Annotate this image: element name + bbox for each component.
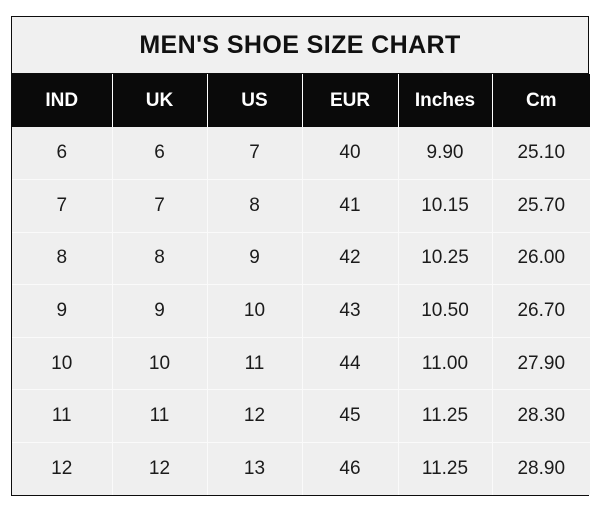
cell-ind: 8 [12,232,113,286]
cell-uk: 12 [112,442,208,495]
page-title: MEN'S SHOE SIZE CHART [12,17,588,74]
cell-uk: 8 [112,232,208,286]
cell-eur: 44 [302,337,399,391]
column-header-uk: UK [112,74,208,127]
table-row: 6 6 7 40 9.90 25.10 [12,127,590,181]
cell-cm: 25.10 [492,127,590,181]
cell-cm: 28.30 [492,389,590,443]
cell-ind: 10 [12,337,113,391]
cell-inches: 10.15 [398,179,493,233]
table-row: 12 12 13 46 11.25 28.90 [12,442,590,495]
cell-eur: 43 [302,284,399,338]
cell-us: 8 [207,179,303,233]
size-chart-container: MEN'S SHOE SIZE CHART IND UK US EUR Inch… [11,16,590,496]
cell-uk: 10 [112,337,208,391]
cell-eur: 46 [302,442,399,495]
cell-ind: 11 [12,389,113,443]
cell-uk: 9 [112,284,208,338]
cell-cm: 27.90 [492,337,590,391]
cell-inches: 11.25 [398,442,493,495]
cell-uk: 7 [112,179,208,233]
cell-inches: 10.25 [398,232,493,286]
table-header: IND UK US EUR Inches Cm [12,74,590,127]
column-header-inches: Inches [398,74,493,127]
cell-ind: 6 [12,127,113,181]
cell-us: 13 [207,442,303,495]
column-header-ind: IND [12,74,113,127]
cell-uk: 6 [112,127,208,181]
cell-ind: 9 [12,284,113,338]
cell-us: 10 [207,284,303,338]
table-row: 11 11 12 45 11.25 28.30 [12,389,590,443]
column-header-cm: Cm [492,74,590,127]
cell-cm: 26.70 [492,284,590,338]
cell-us: 11 [207,337,303,391]
cell-eur: 40 [302,127,399,181]
cell-eur: 45 [302,389,399,443]
table-row: 8 8 9 42 10.25 26.00 [12,232,590,286]
cell-us: 7 [207,127,303,181]
column-header-eur: EUR [302,74,399,127]
cell-inches: 11.00 [398,337,493,391]
shoe-size-table: IND UK US EUR Inches Cm 6 6 7 40 9.90 25… [12,74,590,495]
cell-eur: 42 [302,232,399,286]
cell-ind: 12 [12,442,113,495]
cell-cm: 25.70 [492,179,590,233]
cell-inches: 11.25 [398,389,493,443]
cell-us: 12 [207,389,303,443]
cell-eur: 41 [302,179,399,233]
cell-inches: 9.90 [398,127,493,181]
table-row: 10 10 11 44 11.00 27.90 [12,337,590,391]
cell-ind: 7 [12,179,113,233]
cell-cm: 26.00 [492,232,590,286]
cell-inches: 10.50 [398,284,493,338]
cell-us: 9 [207,232,303,286]
cell-uk: 11 [112,389,208,443]
column-header-us: US [207,74,303,127]
table-body: 6 6 7 40 9.90 25.10 7 7 8 41 10.15 25.70… [12,127,590,495]
table-row: 9 9 10 43 10.50 26.70 [12,284,590,338]
cell-cm: 28.90 [492,442,590,495]
table-row: 7 7 8 41 10.15 25.70 [12,179,590,233]
header-row: IND UK US EUR Inches Cm [12,74,590,127]
